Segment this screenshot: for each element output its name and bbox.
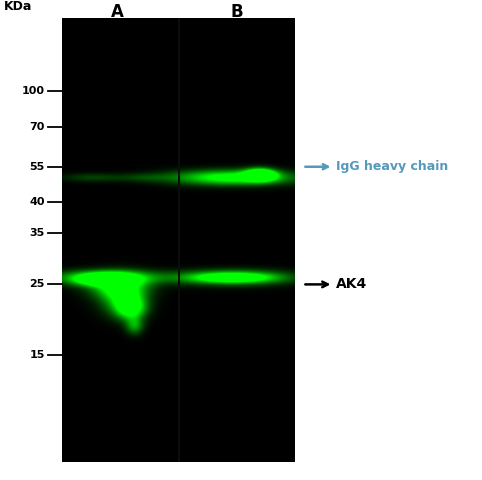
Text: 100: 100 — [22, 86, 45, 96]
Text: 15: 15 — [29, 350, 45, 360]
Text: 35: 35 — [29, 228, 45, 239]
Text: A: A — [110, 3, 123, 21]
Text: KDa: KDa — [4, 0, 32, 13]
Text: AK4: AK4 — [305, 277, 367, 291]
Text: 55: 55 — [29, 162, 45, 172]
Text: 25: 25 — [29, 279, 45, 289]
Text: 70: 70 — [29, 122, 45, 132]
Text: 40: 40 — [29, 197, 45, 207]
Text: IgG heavy chain: IgG heavy chain — [305, 160, 448, 173]
Text: B: B — [231, 3, 243, 21]
